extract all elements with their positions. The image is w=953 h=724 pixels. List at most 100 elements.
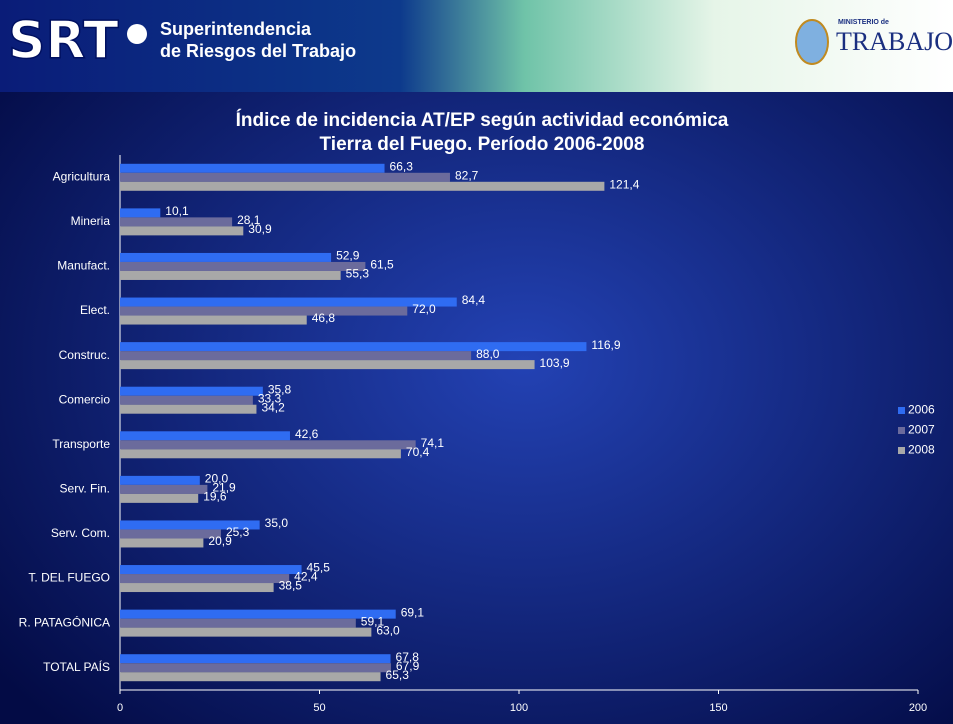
data-label: 59,1	[361, 614, 385, 628]
bar	[120, 217, 233, 227]
bar	[120, 226, 244, 236]
x-tick-label: 200	[909, 702, 927, 714]
data-label: 30,9	[248, 222, 272, 236]
data-label: 42,4	[294, 570, 318, 584]
data-label: 10,1	[165, 204, 189, 218]
data-label: 33,3	[258, 391, 282, 405]
y-tick-label: Serv. Com.	[51, 526, 110, 540]
bar	[120, 609, 396, 619]
ministry-small: MINISTERIO de	[838, 19, 889, 26]
y-tick-label: Mineria	[71, 214, 111, 228]
data-label: 52,9	[336, 249, 360, 263]
legend-label: 2006	[908, 403, 935, 417]
data-label: 69,1	[401, 605, 425, 619]
data-label: 20,9	[208, 534, 232, 548]
data-label: 67,9	[396, 659, 420, 673]
data-label: 19,6	[203, 490, 227, 504]
legend-swatch	[898, 427, 905, 434]
x-tick-label: 50	[313, 702, 325, 714]
bar	[120, 163, 385, 173]
org-name: de Riesgos del Trabajo	[160, 41, 356, 61]
y-tick-label: Manufact.	[57, 259, 110, 273]
chart-title: Índice de incidencia AT/EP según activid…	[236, 109, 729, 131]
data-label: 21,9	[212, 481, 236, 495]
y-tick-label: TOTAL PAÍS	[43, 659, 110, 674]
bar	[120, 493, 199, 503]
header-band	[0, 0, 953, 92]
data-label: 72,0	[412, 302, 436, 316]
bar	[120, 297, 457, 307]
data-label: 38,5	[279, 579, 303, 593]
data-label: 116,9	[591, 338, 620, 352]
bar	[120, 270, 341, 280]
bar	[120, 672, 381, 682]
data-label: 35,8	[268, 382, 292, 396]
data-label: 84,4	[462, 293, 486, 307]
data-label: 35,0	[265, 516, 289, 530]
bar	[120, 618, 356, 628]
data-label: 45,5	[307, 561, 331, 575]
y-tick-label: R. PATAGÓNICA	[19, 614, 110, 629]
y-tick-label: Construc.	[59, 348, 110, 362]
bar	[120, 342, 587, 352]
legend-label: 2008	[908, 443, 935, 457]
y-tick-label: Elect.	[80, 303, 110, 317]
bar	[120, 520, 260, 530]
bar	[120, 565, 302, 575]
bar	[120, 627, 372, 637]
org-name: Superintendencia	[160, 19, 312, 39]
bar	[120, 583, 274, 593]
bar	[120, 208, 161, 218]
data-label: 46,8	[312, 311, 336, 325]
bar	[120, 172, 450, 182]
x-tick-label: 150	[709, 702, 727, 714]
data-label: 25,3	[226, 525, 250, 539]
y-tick-label: Transporte	[52, 437, 110, 451]
data-label: 20,0	[205, 472, 229, 486]
data-label: 88,0	[476, 347, 500, 361]
data-label: 66,3	[390, 159, 414, 173]
bar	[120, 181, 605, 191]
legend-swatch	[898, 407, 905, 414]
x-tick-label: 100	[510, 702, 528, 714]
ministry-name: TRABAJO	[836, 27, 953, 56]
data-label: 70,4	[406, 445, 430, 459]
bar	[120, 431, 290, 441]
bar	[120, 654, 391, 664]
bar	[120, 529, 221, 539]
data-label: 67,8	[396, 650, 420, 664]
data-label: 65,3	[386, 668, 410, 682]
bar	[120, 360, 535, 370]
y-tick-label: Serv. Fin.	[60, 482, 110, 496]
data-label: 82,7	[455, 168, 479, 182]
data-label: 121,4	[609, 177, 639, 191]
bar	[120, 449, 401, 459]
bar	[120, 538, 204, 548]
chart-subtitle: Tierra del Fuego. Período 2006-2008	[320, 134, 645, 155]
y-tick-label: Agricultura	[53, 169, 111, 183]
data-label: 42,6	[295, 427, 319, 441]
bar	[120, 252, 332, 262]
data-label: 63,0	[376, 623, 400, 637]
bar	[120, 574, 290, 584]
x-tick-label: 0	[117, 702, 123, 714]
y-tick-label: Comercio	[59, 392, 111, 406]
bar	[120, 351, 472, 361]
legend-label: 2007	[908, 423, 935, 437]
bar	[120, 315, 307, 325]
bar	[120, 404, 257, 414]
data-label: 61,5	[370, 258, 394, 272]
bar	[120, 484, 208, 494]
data-label: 74,1	[421, 436, 445, 450]
logo-icon	[127, 24, 147, 44]
bar	[120, 386, 263, 396]
legend-swatch	[898, 447, 905, 454]
bar	[120, 475, 200, 485]
ministry-emblem	[795, 19, 829, 65]
data-label: 55,3	[346, 267, 370, 281]
logo: SRT	[8, 11, 119, 71]
bar	[120, 663, 391, 673]
bar	[120, 395, 253, 405]
data-label: 103,9	[540, 356, 570, 370]
